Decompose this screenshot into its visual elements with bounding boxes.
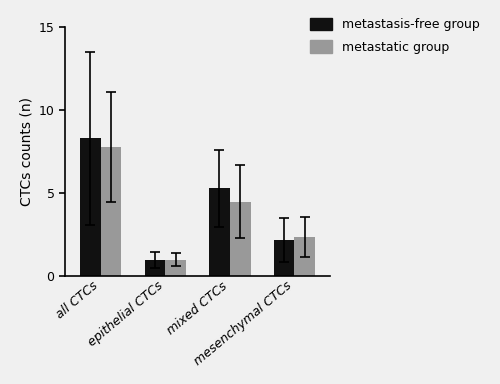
Bar [294,237,315,276]
Legend: metastasis-free group, metastatic group: metastasis-free group, metastatic group [306,14,484,58]
Bar [230,202,250,276]
Bar [144,260,165,276]
Bar [209,188,230,276]
Bar [274,240,294,276]
Bar [165,260,186,276]
Y-axis label: CTCs counts (n): CTCs counts (n) [19,97,33,206]
Bar [80,138,100,276]
Bar [100,147,121,276]
